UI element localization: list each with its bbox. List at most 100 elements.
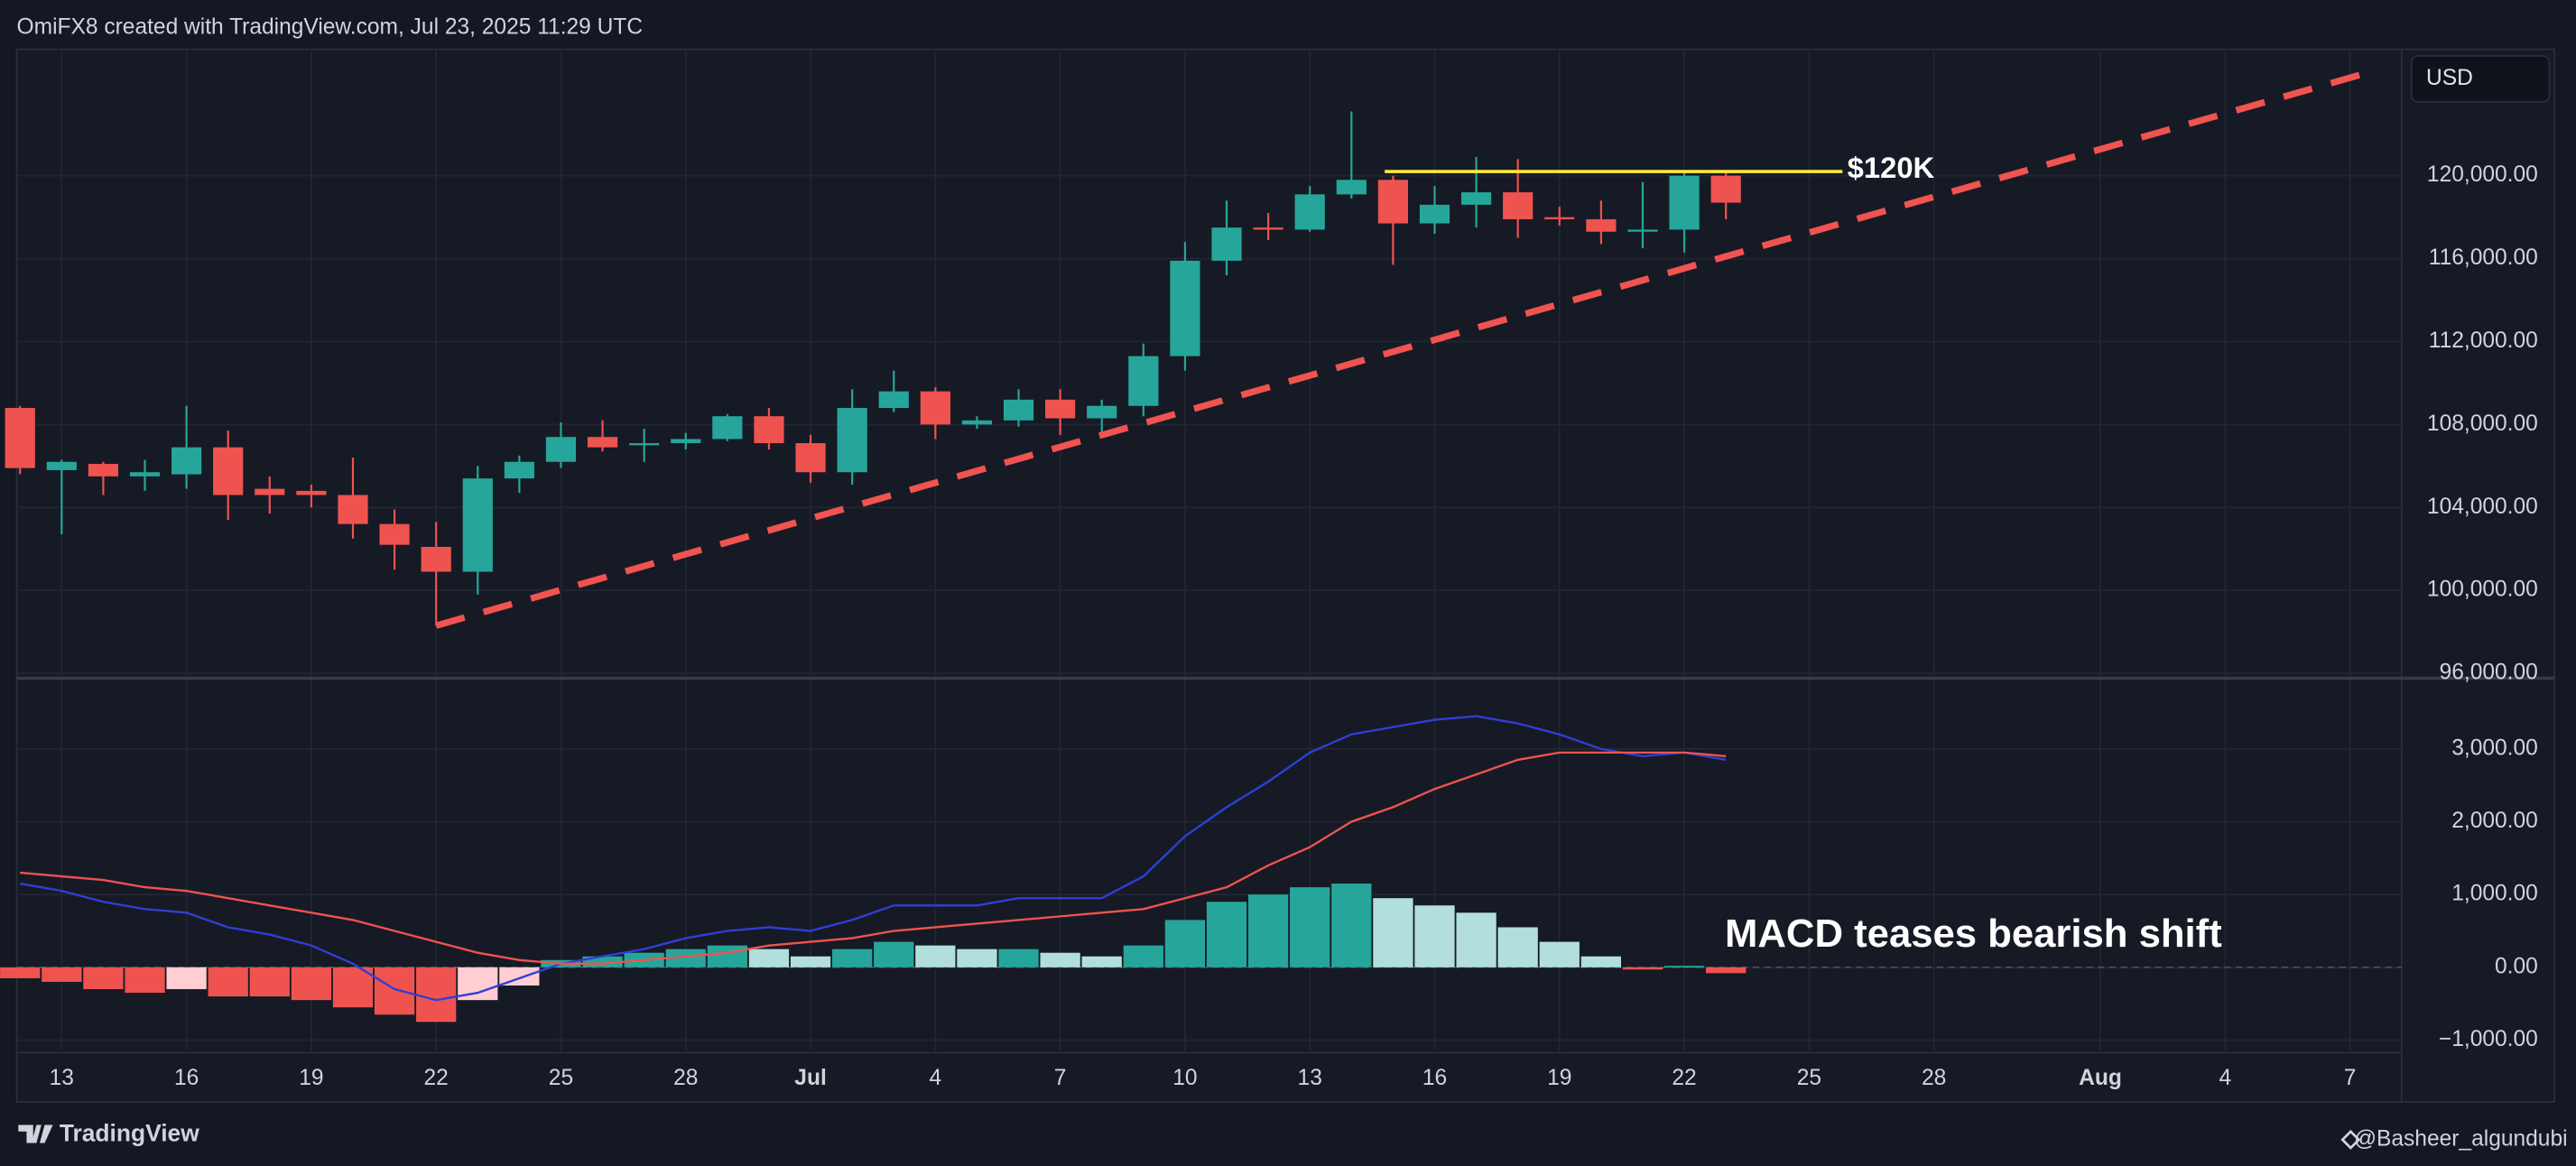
candle-body [587, 437, 618, 448]
currency-button[interactable] [2410, 54, 2551, 103]
candle-body [504, 461, 534, 479]
header-text: OmiFX8 created with TradingView.com, Jul… [17, 14, 644, 39]
histogram-bar [1331, 884, 1372, 967]
candle-body [1627, 229, 1658, 232]
histogram-bar [416, 967, 457, 1023]
x-tick-label: 16 [1422, 1066, 1447, 1090]
histogram-bar [374, 967, 415, 1015]
x-tick-label: 19 [299, 1066, 323, 1090]
level-label: $120K [1848, 151, 1935, 184]
x-tick-label: 16 [174, 1066, 199, 1090]
y-tick-label: 104,000.00 [2427, 495, 2538, 519]
candle-body [920, 391, 950, 425]
candle-body [545, 437, 577, 462]
histogram-bar [42, 967, 82, 982]
y-tick-label: 108,000.00 [2427, 412, 2538, 436]
histogram-bar [125, 967, 165, 994]
histogram-bar [1622, 967, 1663, 970]
histogram-bar [1580, 956, 1622, 967]
currency-label: USD [2426, 66, 2473, 90]
credit: @Basheer_algundubi [2354, 1126, 2567, 1151]
histogram-bar [1290, 887, 1330, 967]
candle-body [88, 464, 119, 477]
candle-body [1253, 227, 1283, 230]
histogram-bar [957, 949, 997, 967]
candle-body [46, 461, 77, 470]
histogram-bar [1539, 941, 1580, 967]
annotation: MACD teases bearish shift [1725, 912, 2222, 956]
histogram-bar [707, 945, 747, 967]
x-tick-label: 13 [50, 1066, 74, 1090]
candle-body [754, 416, 784, 444]
indicator-line [20, 751, 1727, 965]
candle-body [1710, 175, 1741, 203]
candle-body [1336, 180, 1367, 195]
x-tick-label: 25 [549, 1066, 573, 1090]
histogram-bar [1373, 898, 1413, 967]
y-tick-label: 96,000.00 [2440, 661, 2538, 685]
candle-body [255, 488, 285, 495]
y-tick-label: 116,000.00 [2429, 245, 2538, 270]
y-tick-label: 1,000.00 [2451, 882, 2538, 906]
candle-body [379, 523, 410, 545]
candle-body [1460, 192, 1492, 205]
histogram-bar [748, 949, 790, 967]
x-tick-label: 22 [424, 1066, 449, 1090]
histogram-bar [1206, 902, 1247, 967]
candle-body [129, 472, 161, 477]
tv-logo [18, 1124, 53, 1143]
credit-icon [2340, 1129, 2361, 1150]
histogram-bar [1706, 967, 1747, 974]
histogram-bar [1123, 945, 1163, 967]
brand: TradingView [60, 1119, 199, 1146]
histogram-bar [665, 949, 706, 967]
histogram-bar [1247, 894, 1289, 967]
y-tick-label: 120,000.00 [2427, 162, 2538, 187]
histogram-bar [1456, 912, 1496, 967]
histogram-bar [1663, 966, 1705, 968]
histogram-bar [1081, 956, 1122, 967]
x-tick-label: 22 [1672, 1066, 1696, 1090]
histogram-bar [332, 967, 374, 1008]
candle-body [5, 408, 35, 468]
candle-body [1087, 405, 1117, 419]
candle-body [462, 478, 493, 572]
candle-body [961, 420, 993, 425]
histogram-bar [1164, 920, 1206, 967]
x-tick-label: 25 [1797, 1066, 1821, 1090]
candle-body [878, 391, 909, 409]
x-tick-label: 10 [1172, 1066, 1197, 1090]
candle-body [712, 416, 743, 440]
indicator-line [20, 715, 1727, 1002]
trend-line [435, 67, 2377, 629]
candle-body [1045, 399, 1076, 419]
x-tick-label: Aug [2079, 1066, 2122, 1090]
x-tick-label: 19 [1547, 1066, 1571, 1090]
candle-body [1586, 218, 1617, 232]
y-tick-label: 0.00 [2495, 954, 2538, 978]
x-tick-label: 4 [2219, 1066, 2231, 1090]
candle-body [837, 408, 867, 473]
candle-body [171, 447, 202, 475]
histogram-bar [249, 967, 290, 997]
histogram-bar [874, 941, 914, 967]
candle-body [1503, 192, 1534, 219]
histogram-bar [0, 967, 41, 978]
y-tick-label: 100,000.00 [2427, 578, 2538, 602]
histogram-bar [1497, 927, 1538, 967]
candle-body [213, 447, 244, 495]
y-tick-label: 112,000.00 [2429, 329, 2538, 353]
histogram-bar [790, 956, 831, 967]
candle-body [1128, 356, 1159, 406]
plot: 13 16 19 22 25 28 Jul 4 7 10 13 16 19 22 25 28 Aug 4 7 96,0… [0, 49, 2538, 1090]
candle-body [338, 495, 368, 524]
x-tick-label: 7 [2344, 1066, 2357, 1090]
histogram-bar [166, 967, 207, 990]
histogram-bar [291, 967, 332, 1001]
x-tick-label: 28 [673, 1066, 698, 1090]
x-tick-label: 13 [1298, 1066, 1322, 1090]
histogram-bar [1414, 905, 1455, 967]
candle-body [296, 490, 327, 495]
candle-body [1211, 227, 1242, 261]
